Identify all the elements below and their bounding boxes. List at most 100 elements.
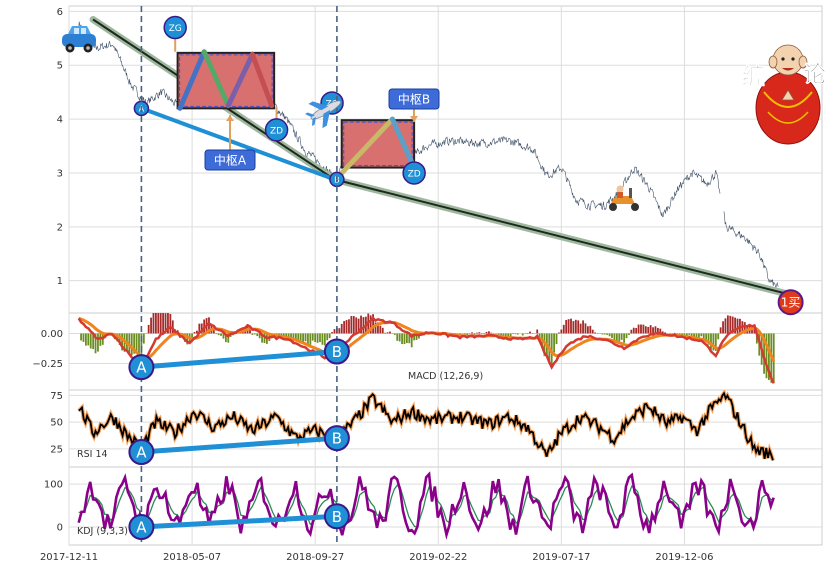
y-tick-label: 5 [57, 61, 63, 72]
macd-histogram-bar [531, 333, 534, 335]
macd-histogram-bar [765, 333, 768, 379]
divergence-marker-dot [323, 503, 350, 530]
macd-histogram-bar [263, 333, 266, 343]
macd-histogram-bar [628, 333, 630, 335]
macd-histogram-bar [717, 333, 720, 340]
macd-histogram-bar [396, 333, 399, 341]
macd-histogram-bar [702, 333, 705, 340]
macd-histogram-bar [589, 325, 592, 334]
macd-histogram-bar [603, 333, 606, 335]
kdj-label: KDJ (9,3,3) [77, 526, 128, 537]
macd-histogram-bar [292, 333, 295, 342]
macd-histogram-bar [705, 333, 708, 343]
macd-histogram-bar [92, 333, 95, 350]
macd-histogram-bar [290, 333, 292, 338]
x-tick-label: 2019-12-06 [655, 552, 713, 563]
macd-histogram-bar [652, 327, 654, 334]
macd-panel [68, 312, 823, 391]
macd-histogram-bar [97, 333, 99, 352]
macd-histogram-bar [377, 322, 379, 334]
y-tick-label: −0.25 [32, 359, 63, 370]
macd-histogram-bar [553, 333, 556, 353]
macd-histogram-bar [490, 332, 493, 334]
divergence-marker-label: B [332, 343, 342, 361]
macd-histogram-bar [729, 315, 732, 334]
macd-histogram-bar [398, 333, 401, 342]
macd-histogram-bar [736, 318, 739, 334]
buy-signal-dot [777, 289, 804, 316]
macd-histogram-bar [572, 321, 575, 334]
marker-zd: ZD [402, 161, 426, 185]
macd-histogram-bar [647, 326, 650, 334]
marker-dot [402, 161, 426, 185]
logo-right-char: 论 [803, 61, 827, 88]
y-tick-label: 0 [57, 523, 63, 534]
macd-histogram-bar [355, 317, 358, 334]
macd-histogram-bar [560, 329, 563, 334]
zone-label: 中枢A [214, 153, 247, 168]
macd-histogram-bar [632, 327, 635, 334]
macd-histogram-bar [536, 329, 539, 334]
macd-histogram-bar [316, 333, 319, 343]
macd-histogram-bar [693, 333, 695, 338]
macd-histogram-bar [121, 333, 123, 351]
macd-histogram-bar [485, 331, 488, 334]
y-tick-label: 50 [50, 418, 63, 429]
x-tick-label: 2019-02-22 [409, 552, 467, 563]
y-tick-label: 4 [57, 115, 63, 126]
macd-histogram-bar [116, 333, 119, 342]
macd-histogram-bar [193, 332, 196, 334]
macd-histogram-bar [630, 329, 633, 334]
macd-histogram-bar [596, 333, 599, 335]
macd-histogram-bar [664, 332, 667, 334]
kdj-k-line [77, 471, 775, 540]
macd-histogram-bar [698, 333, 700, 338]
macd-histogram-bar [372, 314, 374, 334]
macd-histogram-bar [196, 330, 198, 334]
marker-label: ZD [408, 169, 421, 179]
macd-histogram-bar [198, 323, 201, 334]
macd-histogram-bar [374, 322, 377, 334]
macd-histogram-bar [690, 333, 693, 338]
macd-histogram-bar [734, 317, 737, 334]
macd-histogram-bar [565, 320, 568, 334]
macd-histogram-bar [644, 326, 647, 334]
macd-histogram-bar [350, 316, 353, 334]
macd-histogram-bar [251, 333, 254, 335]
macd-histogram-bar [222, 333, 225, 339]
logo-left-char: 缠 [742, 63, 765, 90]
macd-histogram-bar [401, 333, 403, 345]
macd-histogram-bar [369, 315, 372, 334]
macd-histogram-bar [480, 333, 483, 335]
macd-histogram-bar [743, 322, 746, 334]
macd-histogram-bar [695, 333, 698, 338]
divergence-marker-label: A [136, 359, 147, 377]
macd-histogram-bar [688, 333, 691, 335]
macd-histogram-bar [169, 313, 172, 334]
macd-histogram-bar [381, 327, 384, 334]
macd-histogram-bar [302, 333, 305, 342]
macd-histogram-bar [637, 324, 640, 334]
macd-histogram-bar [357, 318, 360, 334]
macd-histogram-bar [700, 333, 703, 337]
macd-histogram-bar [475, 332, 478, 334]
macd-histogram-bar [256, 333, 259, 337]
macd-histogram-bar [731, 316, 734, 334]
bi-line [389, 116, 415, 165]
kdj-d-line [78, 484, 774, 528]
macd-histogram-bar [200, 323, 203, 334]
macd-histogram-bar [311, 333, 314, 341]
macd-histogram-bar [478, 332, 481, 334]
macd-histogram-bar [656, 327, 659, 334]
macd-histogram-bar [625, 333, 628, 339]
bi-line [201, 49, 231, 109]
zone-arrow-head [226, 115, 234, 121]
macd-histogram-bar [261, 333, 263, 343]
macd-histogram-bar [712, 333, 715, 351]
macd-histogram-bar [299, 333, 302, 343]
macd-histogram-bar [635, 327, 638, 334]
macd-histogram-bar [384, 332, 387, 334]
macd-histogram-bar [538, 333, 541, 340]
macd-histogram-bar [659, 328, 662, 334]
